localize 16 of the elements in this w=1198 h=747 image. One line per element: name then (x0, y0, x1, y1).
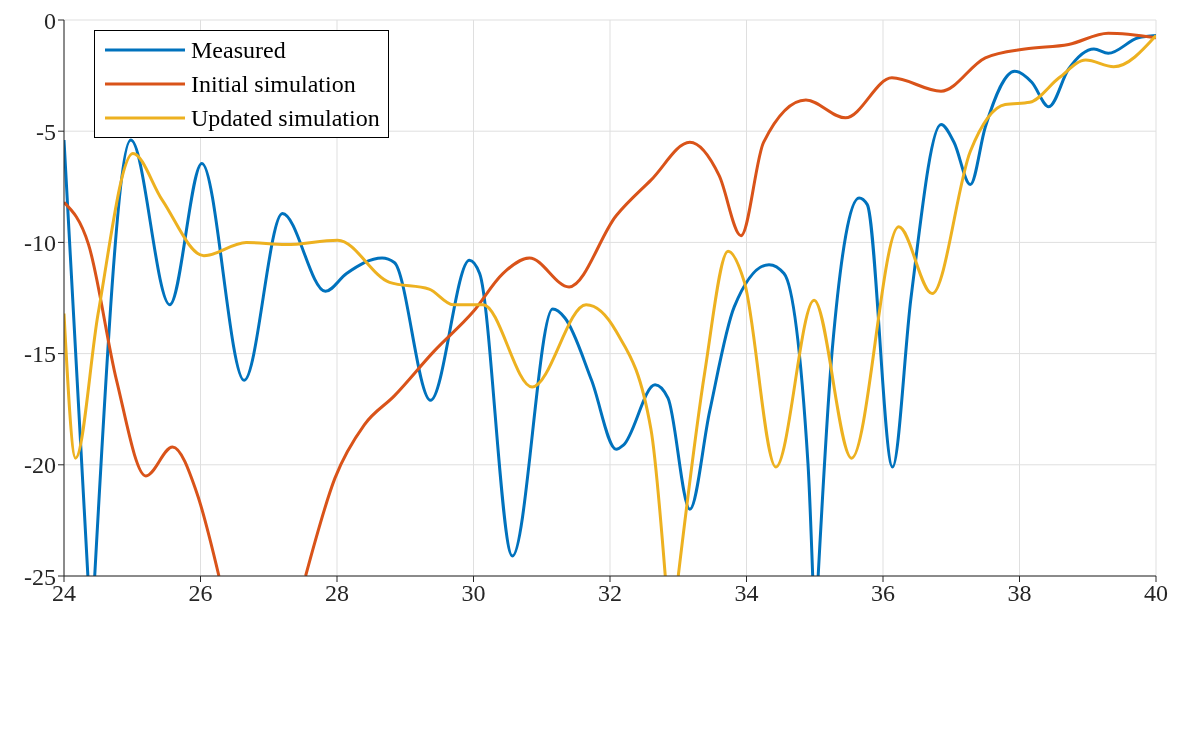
legend-label: Updated simulation (191, 104, 380, 133)
x-tick-label: 38 (1007, 580, 1032, 607)
legend-label: Measured (191, 36, 286, 65)
y-tick-label: 0 (44, 7, 56, 34)
y-tick-label: -20 (24, 452, 56, 479)
x-tick-label: 34 (734, 580, 759, 607)
x-tick-label: 40 (1144, 580, 1168, 607)
y-tick-label: -10 (24, 229, 56, 256)
x-tick-label: 26 (188, 580, 213, 607)
y-tick-label: -5 (36, 118, 56, 145)
x-tick-label: 28 (325, 580, 349, 607)
y-tick-label: -15 (24, 341, 56, 368)
legend-label: Initial simulation (191, 70, 356, 99)
x-tick-label: 36 (871, 580, 895, 607)
x-tick-label: 32 (598, 580, 622, 607)
x-tick-label: 30 (461, 580, 486, 607)
